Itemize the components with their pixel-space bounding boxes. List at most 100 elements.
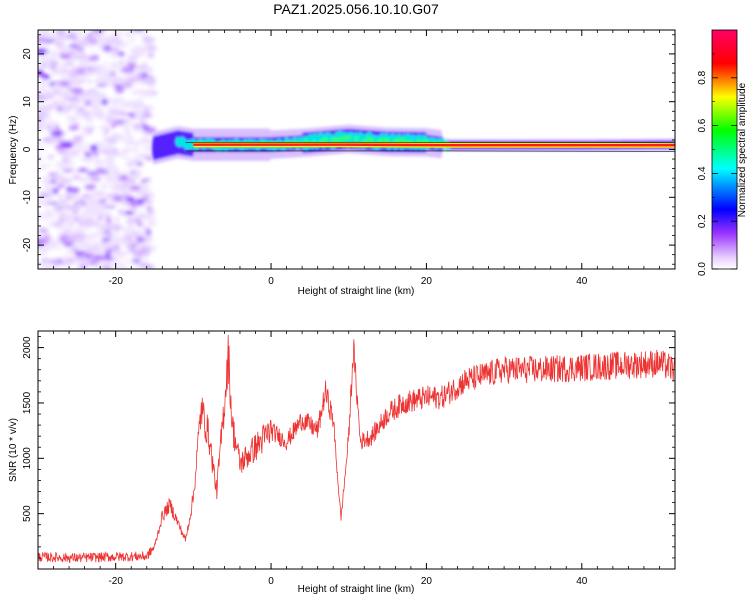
noise-blob (98, 74, 112, 82)
noise-blob (51, 60, 59, 65)
noise-blob (114, 86, 125, 94)
noise-blob (118, 61, 125, 64)
noise-blob (92, 198, 100, 202)
noise-blob (122, 148, 133, 152)
noise-blob (83, 66, 89, 73)
noise-region (38, 30, 158, 269)
noise-blob (38, 92, 43, 96)
noise-blob (62, 77, 76, 82)
noise-blob (72, 107, 83, 110)
spectrogram-x-tick-label: 20 (421, 276, 433, 287)
noise-blob (125, 260, 133, 264)
noise-blob (81, 198, 94, 202)
noise-blob (38, 197, 42, 202)
noise-blob (105, 261, 110, 267)
snr-y-tick-label: 1500 (22, 391, 33, 414)
noise-blob (109, 62, 119, 68)
noise-blob (104, 266, 111, 269)
noise-blob (72, 241, 77, 246)
noise-blob (136, 46, 150, 53)
noise-blob (82, 110, 91, 117)
noise-blob (51, 86, 58, 92)
noise-blob (92, 240, 98, 248)
noise-blob (136, 198, 145, 205)
noise-blob (95, 228, 108, 232)
noise-blob (124, 156, 130, 160)
spectrogram-y-label: Frequency (Hz) (8, 116, 19, 185)
noise-blob (94, 93, 105, 98)
noise-blob (108, 228, 121, 234)
noise-blob (141, 72, 148, 77)
noise-blob (91, 254, 106, 262)
noise-blob (93, 80, 100, 84)
colorbar-tick-label: 0.4 (697, 166, 708, 180)
noise-blob (68, 204, 82, 212)
noise-blob (70, 187, 80, 194)
noise-blob (50, 72, 57, 76)
noise-blob (136, 221, 143, 227)
noise-blob (129, 222, 135, 229)
spectrogram-panel: -20 0 20 40 -20 -10 0 10 20 Height of straight … (8, 29, 676, 297)
noise-blob (50, 125, 56, 132)
snr-panel: -20 0 20 40 500 1000 1500 2000 Height of strai… (8, 330, 676, 595)
noise-blob (145, 228, 151, 232)
noise-blob (78, 141, 87, 145)
noise-blob (138, 263, 151, 268)
noise-blob (112, 254, 120, 261)
figure-title: PAZ1.2025.056.10.10.G07 (273, 1, 439, 17)
noise-blob (99, 183, 109, 189)
band-green (365, 136, 371, 142)
noise-blob (66, 70, 78, 73)
noise-blob (119, 138, 125, 142)
band-green (342, 135, 348, 141)
noise-blob (114, 79, 128, 83)
noise-blob (116, 104, 129, 107)
noise-blob (141, 146, 155, 151)
noise-blob (63, 94, 70, 102)
noise-blob (46, 51, 60, 54)
noise-blob (48, 154, 53, 160)
noise-blob (54, 161, 69, 168)
noise-blob (127, 119, 133, 126)
noise-blob (57, 63, 64, 67)
noise-blob (94, 191, 105, 196)
noise-blob (138, 65, 146, 69)
noise-blob (131, 209, 138, 213)
noise-blob (99, 221, 108, 227)
noise-blob (127, 58, 138, 64)
noise-blob (124, 141, 137, 146)
noise-blob (95, 160, 107, 164)
noise-blob (95, 142, 105, 147)
noise-blob (146, 205, 152, 210)
noise-blob (105, 165, 120, 172)
noise-blob (102, 255, 113, 261)
noise-blob (87, 171, 99, 176)
noise-blob (119, 266, 125, 269)
noise-blob (42, 116, 52, 120)
noise-blob (62, 104, 70, 109)
noise-blob (134, 123, 139, 130)
noise-blob (90, 47, 95, 51)
noise-blob (105, 178, 118, 184)
colorbar-tick-label: 0.0 (697, 262, 708, 276)
noise-blob (135, 217, 140, 223)
noise-blob (89, 191, 96, 199)
noise-blob (84, 203, 95, 206)
noise-blob (149, 85, 155, 88)
snr-x-label: Height of straight line (km) (298, 584, 415, 595)
colorbar-ticks: 0.0 0.2 0.4 0.6 0.8 (697, 53, 737, 276)
band-green (400, 137, 406, 143)
noise-blob (123, 210, 135, 215)
noise-blob (87, 79, 92, 84)
noise-blob (68, 82, 83, 86)
noise-blob (112, 251, 125, 256)
noise-blob (43, 233, 51, 240)
noise-blob (74, 250, 87, 255)
spectrogram-y-axis: -20 -10 0 10 20 (22, 34, 675, 265)
noise-blob (99, 126, 105, 130)
noise-blob (142, 40, 153, 44)
noise-blob (103, 61, 108, 66)
band-green (377, 138, 383, 143)
noise-blob (67, 229, 81, 234)
noise-blob (81, 156, 94, 163)
